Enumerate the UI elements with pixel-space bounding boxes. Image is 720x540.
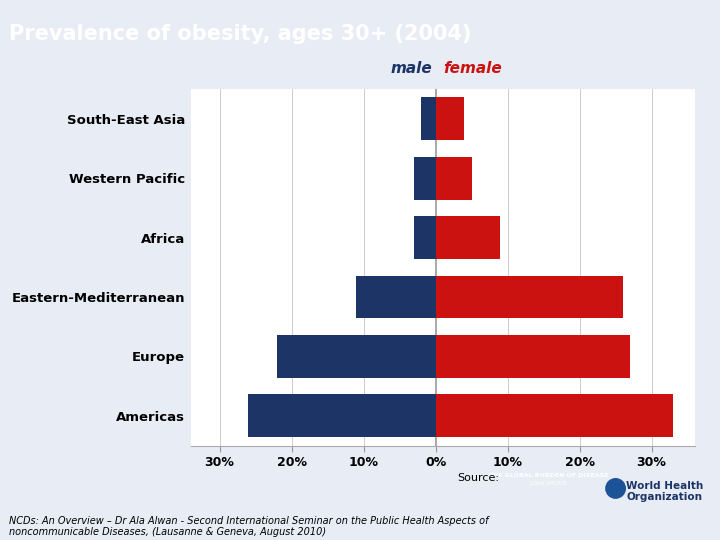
Text: THE GLOBAL BURDEN OF DISEASE: THE GLOBAL BURDEN OF DISEASE	[490, 473, 608, 478]
Bar	[414, 157, 436, 200]
Bar	[421, 97, 436, 140]
Bar	[414, 216, 436, 259]
Circle shape	[606, 478, 625, 498]
Bar	[436, 157, 472, 200]
Bar	[436, 97, 464, 140]
Text: Prevalence of obesity, ages 30+ (2004): Prevalence of obesity, ages 30+ (2004)	[9, 24, 471, 44]
Bar	[248, 394, 436, 437]
Bar	[436, 335, 630, 378]
Text: NCDs: An Overview – Dr Ala Alwan - Second International Seminar on the Public He: NCDs: An Overview – Dr Ala Alwan - Secon…	[9, 516, 488, 537]
Text: Source:: Source:	[457, 473, 499, 483]
Bar	[277, 335, 436, 378]
Bar	[356, 275, 436, 319]
Bar	[436, 275, 623, 319]
Text: male: male	[390, 60, 432, 76]
Bar	[436, 394, 673, 437]
Text: World Health
Organization: World Health Organization	[626, 481, 703, 502]
Text: female: female	[443, 60, 502, 76]
Bar	[436, 216, 500, 259]
Text: 2004 UPDATE: 2004 UPDATE	[531, 482, 567, 487]
